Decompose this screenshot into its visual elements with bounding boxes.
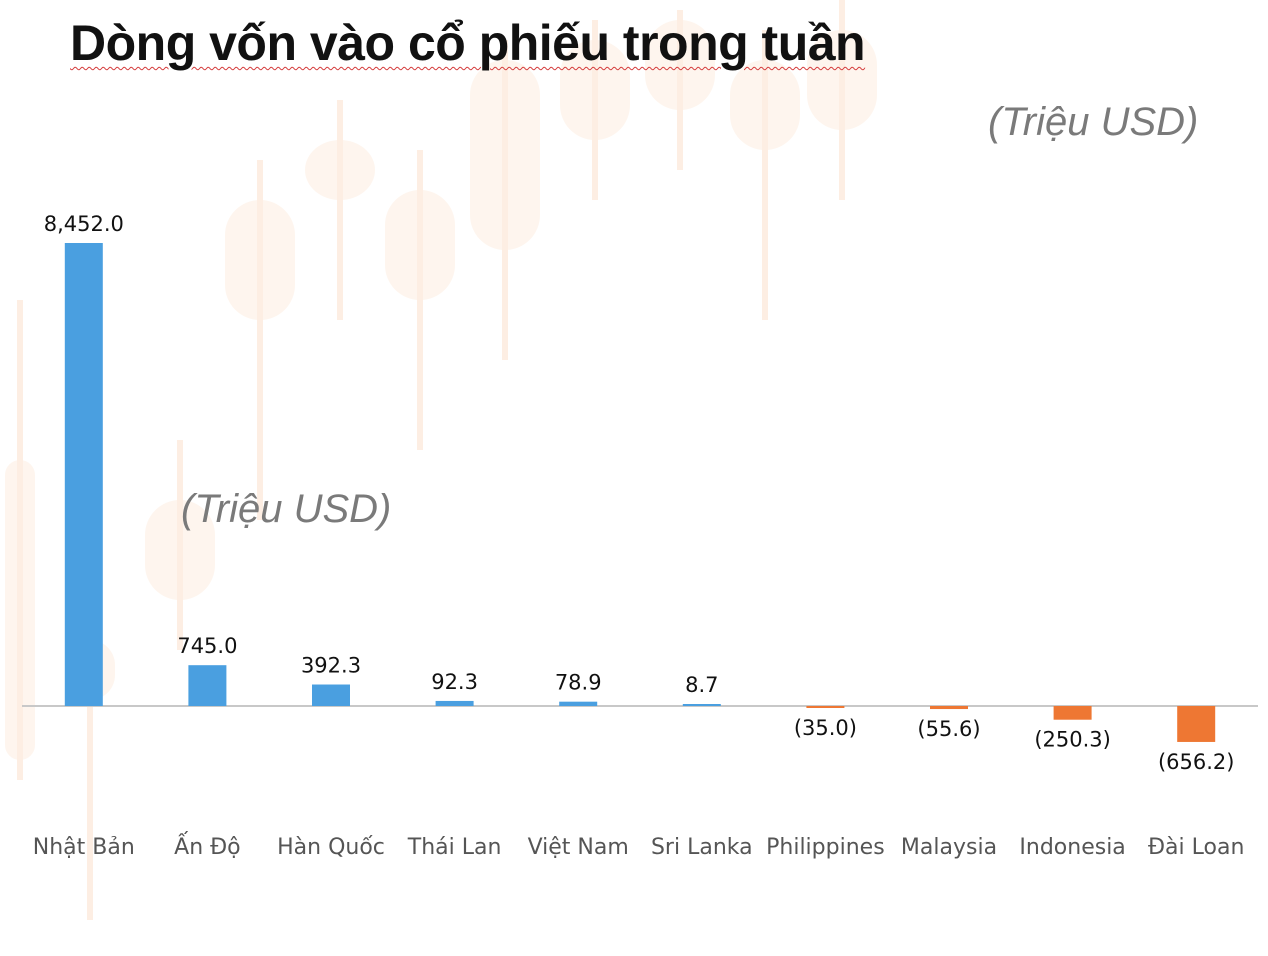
bars-group	[64, 243, 1216, 742]
background-candle-body	[305, 140, 375, 200]
bar	[1053, 706, 1092, 720]
data-label: 78.9	[555, 671, 602, 695]
data-label: (250.3)	[1034, 728, 1111, 752]
data-label: 92.3	[431, 670, 478, 694]
background-candle-body	[730, 60, 800, 150]
bar	[682, 704, 721, 706]
bar	[806, 706, 845, 708]
category-label: Nhật Bản	[33, 835, 135, 860]
data-label: 392.3	[301, 654, 361, 678]
data-label: 8,452.0	[44, 212, 124, 236]
category-label: Đài Loan	[1148, 835, 1244, 860]
background-candle-body	[145, 500, 215, 600]
bar	[188, 665, 227, 706]
data-label: (35.0)	[794, 716, 857, 740]
category-label: Sri Lanka	[651, 835, 753, 860]
bar	[559, 701, 598, 706]
background-candle-body	[645, 20, 715, 110]
category-label: Hàn Quốc	[277, 835, 385, 860]
background-candle-body	[470, 60, 540, 250]
bar	[1177, 706, 1216, 742]
background-candle-body	[385, 190, 455, 300]
bar	[930, 706, 968, 710]
background-candle-body	[807, 30, 877, 130]
bar	[312, 684, 350, 706]
data-label: (656.2)	[1158, 750, 1235, 774]
unit-label-middle: (Triệu USD)	[181, 487, 392, 531]
data-label: (55.6)	[917, 717, 980, 741]
chart-title: Dòng vốn vào cổ phiếu trong tuần	[70, 15, 866, 71]
bar	[64, 243, 103, 706]
background-candle-body	[225, 200, 295, 320]
category-label: Thái Lan	[407, 835, 502, 860]
data-label: 8.7	[685, 673, 718, 697]
category-label: Philippines	[766, 835, 885, 860]
background-candle-body	[5, 460, 35, 760]
category-label: Malaysia	[901, 835, 997, 860]
value-labels-group: 8,452.0 745.0 392.3 92.3 78.9 8.7 (35.0) (55.6)…	[44, 212, 1235, 774]
bar	[435, 700, 474, 706]
category-label: Ấn Độ	[174, 832, 241, 860]
category-label: Indonesia	[1019, 835, 1125, 860]
background-candle-body	[560, 40, 630, 140]
category-labels-group: Nhật Bản Ấn Độ Hàn Quốc Thái Lan Việt Nam Sri…	[33, 832, 1245, 860]
data-label: 745.0	[177, 634, 237, 658]
category-label: Việt Nam	[528, 835, 629, 860]
unit-label-top: (Triệu USD)	[988, 100, 1199, 144]
